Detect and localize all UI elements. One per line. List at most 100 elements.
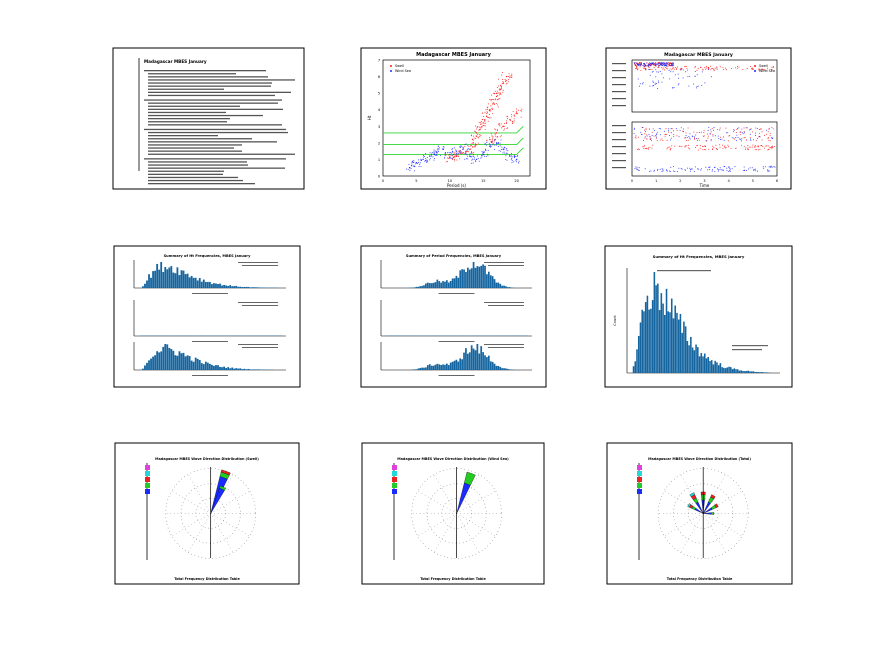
histogram-bar bbox=[194, 357, 197, 370]
data-point bbox=[685, 135, 687, 137]
data-point bbox=[470, 150, 472, 152]
histogram-bar bbox=[152, 271, 154, 288]
histogram-bar bbox=[486, 274, 488, 288]
data-point bbox=[420, 165, 422, 167]
legend-label: Wind Sea bbox=[759, 69, 775, 73]
data-point bbox=[652, 70, 654, 72]
histogram-bar bbox=[752, 371, 755, 373]
legend-label: Swell bbox=[759, 64, 768, 68]
data-point bbox=[752, 68, 754, 70]
histogram-bar bbox=[508, 287, 511, 288]
data-point bbox=[643, 62, 645, 64]
data-point bbox=[500, 85, 502, 87]
data-point bbox=[655, 134, 657, 136]
chart-footer: Total Frequency Distribution Table bbox=[667, 577, 733, 581]
data-point bbox=[432, 156, 434, 158]
data-point bbox=[766, 133, 768, 135]
data-point bbox=[687, 127, 689, 129]
data-point bbox=[655, 136, 657, 138]
histogram-bar bbox=[245, 369, 248, 370]
histogram-bar bbox=[231, 367, 234, 370]
data-point bbox=[669, 170, 671, 172]
data-point bbox=[504, 80, 506, 82]
data-point bbox=[510, 114, 512, 116]
data-point bbox=[710, 140, 712, 142]
legend-swatch bbox=[392, 465, 397, 470]
data-point bbox=[666, 65, 668, 67]
data-point bbox=[759, 149, 761, 151]
data-point bbox=[515, 161, 517, 163]
data-point bbox=[749, 167, 751, 169]
data-point bbox=[717, 135, 719, 137]
panel-frame bbox=[360, 245, 547, 388]
data-point bbox=[485, 155, 487, 157]
data-point bbox=[673, 87, 675, 89]
data-point bbox=[673, 130, 675, 132]
data-point bbox=[490, 117, 492, 119]
annotation-line bbox=[238, 344, 278, 345]
data-point bbox=[713, 147, 715, 149]
data-point bbox=[702, 145, 704, 147]
data-point bbox=[433, 154, 435, 156]
data-point bbox=[469, 148, 471, 151]
data-point bbox=[455, 150, 458, 152]
data-point bbox=[518, 162, 520, 164]
y-tick-label bbox=[612, 77, 626, 79]
data-point bbox=[757, 170, 759, 172]
data-point bbox=[748, 168, 750, 170]
data-point bbox=[493, 92, 495, 94]
data-point bbox=[661, 63, 663, 65]
data-point bbox=[491, 135, 493, 137]
data-point bbox=[712, 148, 714, 150]
x-tick-label: 20 bbox=[514, 179, 519, 183]
polar-spoke bbox=[456, 474, 480, 514]
histogram-bar bbox=[508, 369, 511, 370]
histogram-bar bbox=[738, 370, 741, 373]
data-point bbox=[752, 131, 754, 133]
data-point bbox=[512, 123, 514, 125]
data-point bbox=[444, 153, 446, 155]
data-point bbox=[657, 71, 659, 73]
data-point bbox=[685, 65, 687, 67]
data-point bbox=[774, 166, 776, 168]
histogram-bar bbox=[219, 283, 221, 288]
data-point bbox=[759, 69, 761, 71]
histogram-bar bbox=[253, 287, 256, 288]
data-point bbox=[509, 155, 511, 157]
data-point bbox=[771, 66, 773, 68]
data-point bbox=[676, 135, 678, 137]
x-tick-label: 0 bbox=[631, 179, 633, 183]
data-point bbox=[714, 67, 716, 69]
data-point bbox=[419, 162, 421, 164]
data-point bbox=[751, 68, 753, 70]
data-point bbox=[650, 64, 652, 66]
data-point bbox=[643, 139, 645, 141]
data-point bbox=[481, 156, 483, 158]
data-point bbox=[429, 152, 431, 154]
data-point bbox=[491, 137, 493, 139]
histogram-bar bbox=[186, 355, 189, 370]
histogram-bar bbox=[229, 368, 232, 370]
data-point bbox=[473, 137, 475, 139]
data-point bbox=[734, 67, 736, 69]
data-point bbox=[457, 155, 459, 157]
histogram-bar bbox=[465, 348, 467, 370]
data-point bbox=[496, 90, 498, 92]
data-point bbox=[430, 155, 432, 157]
data-point bbox=[770, 147, 772, 149]
data-point bbox=[743, 127, 745, 129]
rose-sector bbox=[687, 503, 692, 508]
histogram-bar bbox=[480, 265, 483, 288]
data-point bbox=[464, 158, 466, 160]
data-point bbox=[491, 108, 493, 110]
data-point bbox=[637, 78, 639, 80]
data-point bbox=[704, 148, 706, 150]
data-point bbox=[495, 102, 497, 104]
text-line bbox=[144, 99, 282, 101]
data-point bbox=[710, 139, 712, 141]
histogram-bar bbox=[444, 281, 446, 288]
data-point bbox=[445, 161, 447, 163]
annotation-line bbox=[238, 302, 278, 303]
data-point bbox=[420, 158, 422, 160]
data-point bbox=[667, 65, 669, 67]
